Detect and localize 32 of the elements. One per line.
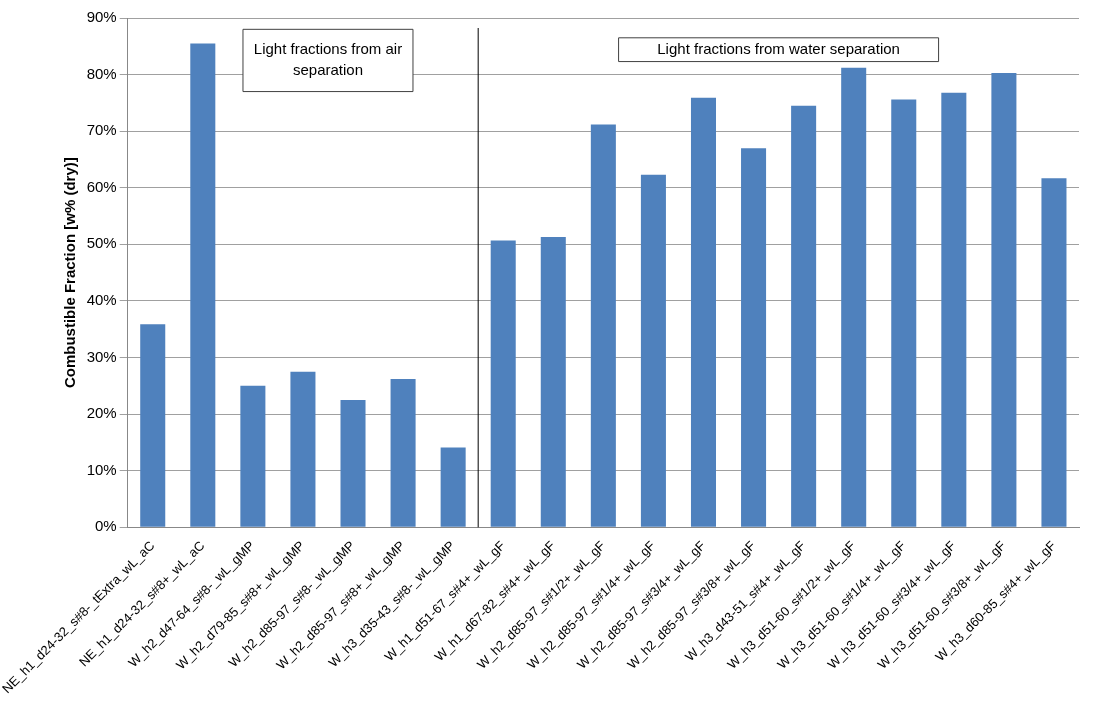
bar: [941, 92, 967, 527]
y-tick-label: 40%: [86, 291, 117, 309]
bar: [891, 99, 917, 527]
y-tick-label: 70%: [86, 121, 117, 139]
y-tick-label: 80%: [86, 64, 117, 82]
bar: [290, 371, 316, 527]
bar: [590, 124, 616, 527]
bar: [440, 447, 466, 527]
bar: [991, 72, 1017, 527]
bar: [340, 399, 366, 527]
y-tick-label: 50%: [86, 234, 117, 252]
annotation: Light fractions from air separation: [253, 40, 403, 79]
y-axis-title: Combustible Fraction [w% (dry)]: [60, 157, 78, 389]
y-tick-label: 10%: [86, 460, 117, 478]
bar: [140, 324, 166, 527]
y-tick-label: 20%: [86, 404, 117, 422]
bar: [640, 174, 666, 527]
bar: [240, 385, 266, 527]
bar: [791, 105, 817, 527]
y-tick-label: 60%: [86, 177, 117, 195]
y-tick-label: 30%: [86, 347, 117, 365]
bar: [390, 379, 416, 527]
bar: [841, 67, 867, 527]
bar: [1041, 178, 1067, 527]
y-tick-label: 90%: [86, 8, 117, 26]
bar: [540, 236, 566, 527]
bar: [190, 43, 216, 527]
bar: [490, 240, 516, 527]
y-tick-label: 0%: [95, 517, 117, 535]
bar: [741, 148, 767, 527]
bar: [690, 97, 717, 527]
annotation: Light fractions from water separation: [657, 39, 900, 57]
